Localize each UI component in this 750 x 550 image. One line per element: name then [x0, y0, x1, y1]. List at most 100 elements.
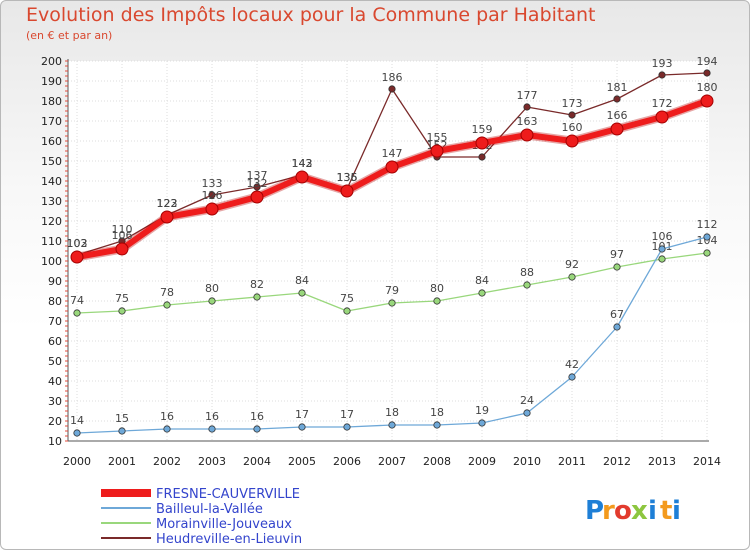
- data-label: 112: [697, 218, 718, 231]
- logo-letter: x: [631, 496, 648, 526]
- legend-label: Morainville-Jouveaux: [156, 517, 292, 532]
- data-point: [433, 421, 441, 429]
- data-point: [613, 95, 621, 103]
- data-label: 142: [292, 157, 313, 170]
- y-tick-label: 80: [48, 295, 62, 308]
- data-point: [700, 94, 714, 108]
- y-tick-label: 200: [41, 55, 62, 68]
- data-point: [655, 110, 669, 124]
- data-label: 42: [565, 358, 579, 371]
- legend: FRESNE-CAUVERVILLEBailleul-la-ValléeMora…: [101, 487, 302, 547]
- data-label: 181: [607, 81, 628, 94]
- y-tick-label: 40: [48, 375, 62, 388]
- data-label: 163: [517, 115, 538, 128]
- y-tick-label: 90: [48, 275, 62, 288]
- y-tick-label: 190: [41, 75, 62, 88]
- data-label: 14: [70, 414, 84, 427]
- data-label: 135: [337, 171, 358, 184]
- data-label: 24: [520, 394, 534, 407]
- data-point: [568, 373, 576, 381]
- data-label: 97: [610, 248, 624, 261]
- legend-label: FRESNE-CAUVERVILLE: [156, 487, 300, 502]
- data-point: [610, 122, 624, 136]
- y-tick-label: 170: [41, 115, 62, 128]
- data-label: 186: [382, 71, 403, 84]
- data-label: 16: [250, 410, 264, 423]
- data-point: [703, 249, 711, 257]
- y-tick-label: 120: [41, 215, 62, 228]
- data-label: 177: [517, 89, 538, 102]
- data-label: 75: [340, 292, 354, 305]
- y-tick-label: 20: [48, 415, 62, 428]
- logo-letter: r: [602, 496, 615, 526]
- data-point: [523, 103, 531, 111]
- data-point: [388, 85, 396, 93]
- data-point: [478, 289, 486, 297]
- y-tick-label: 180: [41, 95, 62, 108]
- logo-letter: P: [585, 496, 604, 526]
- data-label: 18: [430, 406, 444, 419]
- data-point: [343, 307, 351, 315]
- y-tick-label: 150: [41, 155, 62, 168]
- data-point: [385, 160, 399, 174]
- y-tick-label: 160: [41, 135, 62, 148]
- data-point: [163, 301, 171, 309]
- data-point: [613, 323, 621, 331]
- x-tick-label: 2008: [423, 455, 451, 468]
- data-point: [703, 233, 711, 241]
- plot-area: [68, 61, 709, 441]
- data-label: 82: [250, 278, 264, 291]
- legend-label: Bailleul-la-Vallée: [156, 502, 263, 517]
- y-tick-label: 10: [48, 435, 62, 448]
- data-label: 126: [202, 189, 223, 202]
- y-tick-label: 140: [41, 175, 62, 188]
- data-point: [163, 425, 171, 433]
- data-point: [73, 309, 81, 317]
- data-point: [568, 111, 576, 119]
- data-point: [478, 419, 486, 427]
- data-label: 103: [67, 237, 88, 250]
- data-point: [658, 71, 666, 79]
- data-label: 122: [157, 197, 178, 210]
- x-tick-label: 2000: [63, 455, 91, 468]
- logo-letter: o: [614, 496, 632, 526]
- data-point: [253, 425, 261, 433]
- data-point: [343, 423, 351, 431]
- data-label: 18: [385, 406, 399, 419]
- y-tick-label: 130: [41, 195, 62, 208]
- x-tick-label: 2001: [108, 455, 136, 468]
- y-tick-label: 30: [48, 395, 62, 408]
- data-label: 133: [202, 177, 223, 190]
- data-label: 136: [337, 171, 358, 184]
- y-tick-label: 70: [48, 315, 62, 328]
- data-label: 74: [70, 294, 84, 307]
- data-point: [115, 242, 129, 256]
- data-label: 160: [562, 121, 583, 134]
- data-label: 106: [112, 229, 133, 242]
- data-label: 16: [205, 410, 219, 423]
- y-tick-label: 100: [41, 255, 62, 268]
- data-label: 172: [652, 97, 673, 110]
- data-label: 143: [292, 157, 313, 170]
- x-tick-label: 2011: [558, 455, 586, 468]
- data-label: 106: [652, 230, 673, 243]
- data-label: 159: [472, 123, 493, 136]
- data-label: 75: [115, 292, 129, 305]
- data-label: 19: [475, 404, 489, 417]
- data-label: 17: [340, 408, 354, 421]
- data-label: 123: [157, 197, 178, 210]
- data-point: [205, 202, 219, 216]
- data-point: [613, 263, 621, 271]
- data-point: [430, 144, 444, 158]
- data-label: 166: [607, 109, 628, 122]
- data-point: [520, 128, 534, 142]
- data-point: [208, 297, 216, 305]
- data-label: 67: [610, 308, 624, 321]
- logo-letter: i: [672, 496, 681, 526]
- data-label: 80: [430, 282, 444, 295]
- data-point: [118, 307, 126, 315]
- data-label: 80: [205, 282, 219, 295]
- data-label: 147: [382, 147, 403, 160]
- data-point: [253, 183, 261, 191]
